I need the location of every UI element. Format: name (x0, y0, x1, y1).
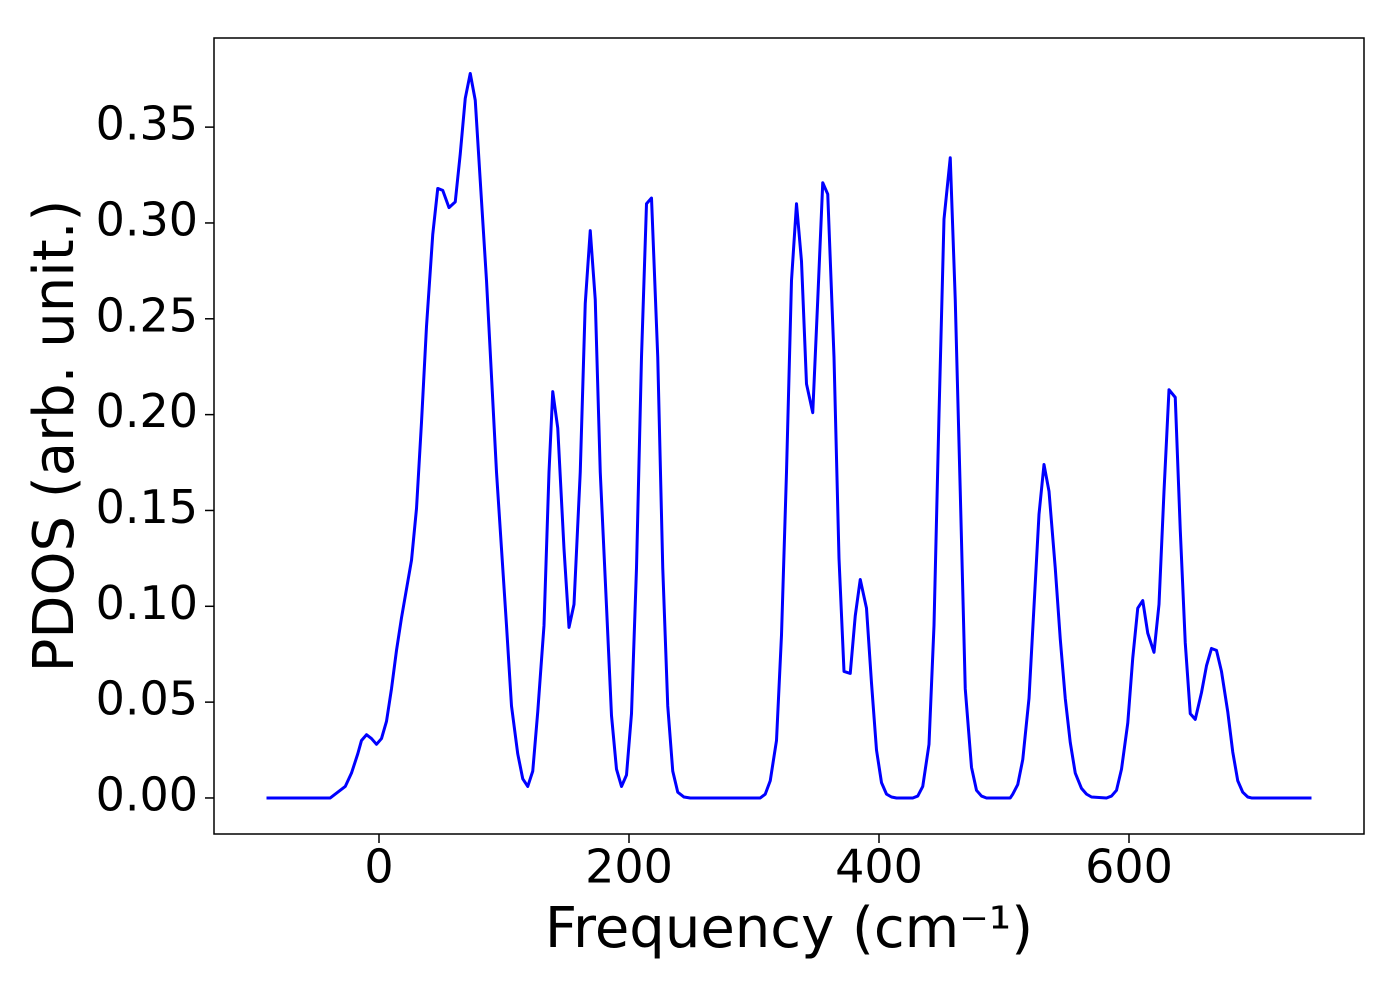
x-tick-label: 200 (585, 840, 673, 894)
x-tick-label: 600 (1085, 840, 1173, 894)
data-line (266, 71, 1312, 800)
y-tick-label: 0.25 (96, 288, 198, 342)
x-tick-label: 0 (364, 840, 393, 894)
y-axis-label: PDOS (arb. unit.) (22, 200, 87, 673)
y-tick-label: 0.15 (96, 480, 198, 534)
y-tick-label: 0.00 (96, 767, 198, 821)
y-tick-label: 0.30 (96, 192, 198, 246)
x-tick-label: 400 (835, 840, 923, 894)
y-tick-label: 0.10 (96, 576, 198, 630)
y-tick-label: 0.35 (96, 97, 198, 151)
y-tick-label: 0.20 (96, 384, 198, 438)
plot-frame (213, 37, 1365, 835)
y-tick-label: 0.05 (96, 672, 198, 726)
x-axis-label: Frequency (cm⁻¹) (545, 896, 1033, 961)
